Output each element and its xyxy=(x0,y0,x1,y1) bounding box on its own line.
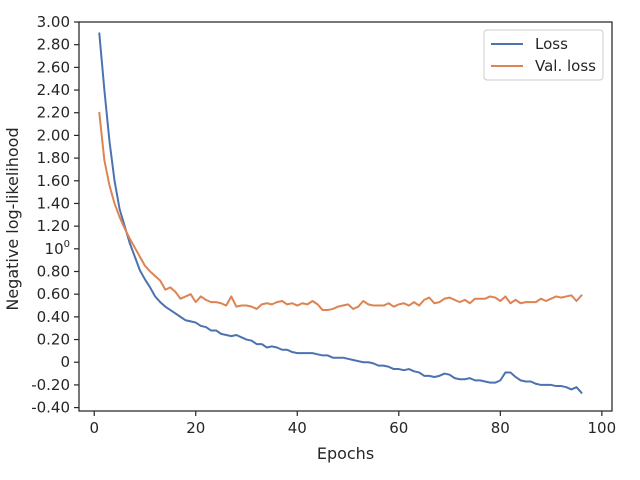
y-tick-label: 0 xyxy=(60,353,70,371)
x-tick-label: 0 xyxy=(89,419,99,437)
y-tick-label: 100 xyxy=(45,239,70,258)
y-tick-label: 1.60 xyxy=(37,172,70,190)
x-tick-label: 20 xyxy=(186,419,205,437)
x-tick-label: 40 xyxy=(288,419,307,437)
y-tick-label: 0.60 xyxy=(37,285,70,303)
series-line-loss xyxy=(98,32,583,394)
y-tick-label: -0.40 xyxy=(31,399,70,417)
x-axis-label: Epochs xyxy=(317,444,374,463)
y-tick-label: 0.40 xyxy=(37,308,70,326)
y-tick-label: 2.40 xyxy=(37,81,70,99)
legend-label: Val. loss xyxy=(535,57,596,75)
y-tick-label: 2.20 xyxy=(37,104,70,122)
series-layer xyxy=(98,32,583,394)
legend: Loss Val. loss xyxy=(483,29,604,81)
y-tick-label: 0.20 xyxy=(37,331,70,349)
y-axis-label: Negative log-likelihood xyxy=(3,127,22,310)
plot-frame xyxy=(78,21,613,412)
x-axis: 0 20 40 60 80 100 xyxy=(89,411,616,437)
y-axis: 3.00 2.80 2.60 2.40 2.20 2.00 1.80 1.60 1.40 1.20… xyxy=(31,13,79,417)
x-tick-label: 60 xyxy=(389,419,408,437)
y-tick-label: 2.80 xyxy=(37,36,70,54)
legend-label: Loss xyxy=(535,35,568,53)
legend-box xyxy=(483,29,604,81)
series-line-val-loss xyxy=(98,111,583,312)
y-tick-label: 1.40 xyxy=(37,194,70,212)
y-tick-label: 2.60 xyxy=(37,58,70,76)
y-tick-label: 0.80 xyxy=(37,263,70,281)
x-tick-label: 80 xyxy=(491,419,510,437)
y-tick-label: 2.00 xyxy=(37,126,70,144)
y-tick-label: 1.80 xyxy=(37,149,70,167)
y-tick-label: 3.00 xyxy=(37,13,70,31)
y-tick-label: -0.20 xyxy=(31,376,70,394)
y-tick-label: 1.20 xyxy=(37,217,70,235)
x-tick-label: 100 xyxy=(588,419,617,437)
